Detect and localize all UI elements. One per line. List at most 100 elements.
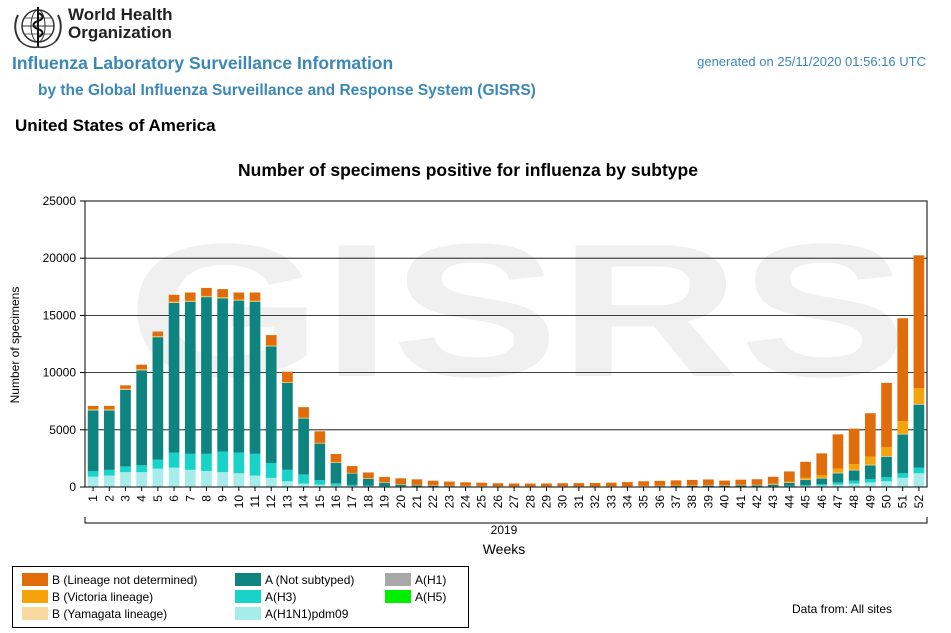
bar-segment-b-yamagata — [832, 472, 844, 474]
legend-label: B (Victoria lineage) — [52, 590, 154, 604]
bar-segment-b-victoria — [136, 369, 148, 370]
bar-segment-b-not-determined — [897, 318, 909, 422]
who-logo — [14, 7, 62, 49]
bar-segment-a-not-subtyped — [233, 300, 245, 453]
bar-segment-a-not-subtyped — [460, 486, 471, 487]
bar-segment-b-yamagata — [864, 464, 876, 466]
bar-segment-b-not-determined — [864, 413, 876, 457]
bar-segment-a-h3 — [897, 473, 909, 478]
x-tick-label: 10 — [232, 495, 246, 509]
bar-segment-b-not-determined — [249, 292, 261, 301]
bar-segment-b-victoria — [832, 468, 844, 473]
bar-segment-a-h3 — [87, 470, 99, 477]
bar-segment-a-not-subtyped — [848, 470, 860, 481]
bar-segment-b-not-determined — [427, 480, 439, 486]
bar-segment-b-not-determined — [735, 479, 747, 485]
bar-segment-a-not-subtyped — [184, 301, 196, 454]
x-tick-label: 27 — [507, 495, 521, 509]
bar-segment-a-not-subtyped — [751, 485, 763, 487]
x-tick-label: 6 — [167, 495, 181, 502]
bar-segment-a-h3 — [103, 469, 115, 476]
bar-segment-a-not-subtyped — [249, 301, 261, 454]
bar-segment-b-victoria — [298, 417, 309, 419]
bar-segment-a-h3 — [800, 485, 811, 487]
y-tick-label: 20000 — [43, 251, 77, 265]
bar-segment-b-not-determined — [346, 466, 358, 473]
bar-segment-b-victoria — [217, 297, 228, 298]
bar-segment-a-h1n1pdm09 — [152, 468, 164, 487]
x-tick-label: 1 — [86, 495, 100, 502]
bar-segment-a-h3 — [249, 453, 261, 476]
bar-segment-b-not-determined — [87, 405, 99, 410]
page-subtitle: by the Global Influenza Surveillance and… — [38, 82, 536, 99]
bar-segment-a-h3 — [314, 480, 326, 485]
bar-segment-b-victoria — [864, 456, 876, 465]
x-tick-label: 9 — [216, 495, 230, 502]
bar-segment-b-not-determined — [541, 483, 552, 487]
y-tick-label: 0 — [69, 480, 76, 494]
bar-segment-b-victoria — [249, 300, 261, 302]
x-tick-label: 33 — [604, 495, 618, 509]
bar-segment-a-h1n1pdm09 — [265, 477, 277, 487]
bar-segment-b-not-determined — [443, 481, 455, 486]
x-tick-label: 41 — [734, 495, 748, 509]
bar-segment-a-not-subtyped — [719, 485, 730, 487]
bar-segment-b-victoria — [120, 388, 131, 390]
bar-segment-a-not-subtyped — [832, 473, 844, 483]
x-tick-label: 18 — [361, 495, 375, 509]
x-tick-label: 29 — [539, 495, 553, 509]
x-tick-label: 4 — [135, 495, 149, 502]
bar-segment-b-victoria — [897, 421, 909, 434]
bar-segment-b-yamagata — [881, 456, 892, 457]
bar-segment-b-victoria — [913, 388, 925, 405]
x-tick-label: 17 — [345, 495, 359, 509]
bar-segment-b-not-determined — [184, 292, 196, 301]
bar-segment-a-not-subtyped — [670, 485, 682, 487]
x-tick-label: 35 — [637, 495, 651, 509]
bar-segment-a-h3 — [913, 467, 925, 474]
legend-swatch — [385, 573, 411, 586]
bar-segment-a-h1n1pdm09 — [864, 482, 876, 487]
bar-segment-b-not-determined — [686, 479, 698, 486]
legend-label: A (Not subtyped) — [265, 573, 355, 587]
bar-segment-b-victoria — [784, 481, 795, 483]
y-tick-label: 10000 — [43, 366, 77, 380]
bar-segment-b-not-determined — [654, 480, 666, 486]
bar-segment-b-not-determined — [573, 483, 585, 487]
year-label: 2019 — [491, 523, 518, 537]
bar-segment-a-h3 — [848, 480, 860, 484]
org-line-2: Organization — [68, 23, 172, 42]
bar-segment-a-not-subtyped — [379, 482, 390, 487]
bar-segment-b-not-determined — [703, 479, 714, 486]
bar-segment-a-not-subtyped — [120, 389, 131, 467]
bar-segment-a-h3 — [330, 483, 342, 486]
bar-segment-a-h1n1pdm09 — [103, 475, 115, 487]
bar-segment-b-victoria — [87, 409, 99, 410]
bar-segment-a-h3 — [298, 474, 309, 484]
bar-segment-a-h1n1pdm09 — [330, 485, 342, 487]
bar-segment-b-victoria — [152, 336, 164, 337]
org-line-1: World Health — [68, 5, 173, 24]
bar-segment-a-h3 — [201, 453, 212, 471]
bar-segment-a-not-subtyped — [411, 485, 423, 487]
bar-segment-a-h3 — [363, 485, 374, 487]
country-name: United States of America — [15, 116, 216, 135]
x-tick-label: 46 — [815, 495, 829, 509]
bar-segment-a-h1n1pdm09 — [314, 484, 326, 487]
bar-segment-b-not-determined — [524, 483, 536, 487]
x-tick-label: 32 — [588, 495, 602, 509]
bar-segment-b-yamagata — [816, 477, 828, 479]
x-tick-label: 26 — [491, 495, 505, 509]
bar-segment-a-h1n1pdm09 — [233, 473, 245, 487]
bar-segment-a-h3 — [168, 452, 180, 468]
generated-timestamp: generated on 25/11/2020 01:56:16 UTC — [697, 54, 926, 69]
legend-swatch — [385, 590, 411, 603]
bar-segment-b-not-determined — [330, 453, 342, 462]
plot-frame — [84, 200, 928, 488]
influenza-chart: GISRS Number of specimens positive for i… — [8, 160, 928, 557]
bar-segment-b-not-determined — [719, 480, 730, 486]
bar-segment-a-not-subtyped — [443, 486, 455, 487]
x-tick-label: 38 — [685, 495, 699, 509]
x-tick-label: 7 — [183, 495, 197, 502]
